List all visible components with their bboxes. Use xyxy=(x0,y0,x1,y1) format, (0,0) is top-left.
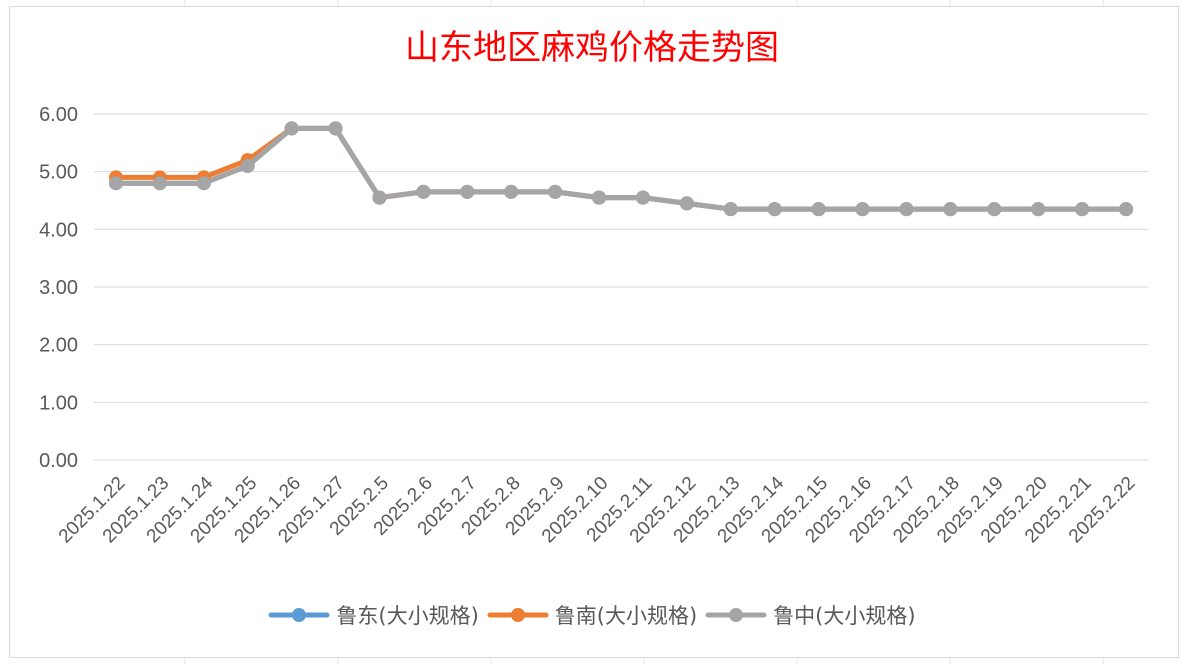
y-tick-label: 1.00 xyxy=(39,392,78,414)
y-tick-label: 5.00 xyxy=(39,162,78,184)
data-point[interactable] xyxy=(943,202,958,217)
data-point[interactable] xyxy=(372,190,387,205)
legend-label: 鲁东(大小规格) xyxy=(336,604,479,628)
series-3 xyxy=(108,121,1134,217)
data-point[interactable] xyxy=(1075,202,1090,217)
series-1 xyxy=(108,121,1134,217)
data-point[interactable] xyxy=(987,202,1002,217)
data-point[interactable] xyxy=(328,121,343,136)
series-line xyxy=(113,125,1129,212)
legend-swatch xyxy=(487,608,549,622)
data-point[interactable] xyxy=(416,184,431,199)
legend-item[interactable]: 鲁南(大小规格) xyxy=(487,600,697,630)
data-point[interactable] xyxy=(548,184,563,199)
legend-swatch xyxy=(705,608,767,622)
y-tick-label: 3.00 xyxy=(39,277,78,299)
data-point[interactable] xyxy=(284,121,299,136)
legend-item[interactable]: 鲁中(大小规格) xyxy=(705,600,916,630)
data-point[interactable] xyxy=(592,190,607,205)
data-point[interactable] xyxy=(855,202,870,217)
legend-label: 鲁南(大小规格) xyxy=(554,604,698,628)
data-point[interactable] xyxy=(240,158,255,173)
data-point[interactable] xyxy=(899,202,914,217)
y-tick-label: 0.00 xyxy=(39,450,78,472)
data-point[interactable] xyxy=(196,176,211,191)
data-point[interactable] xyxy=(1119,202,1134,217)
data-point[interactable] xyxy=(460,184,475,199)
data-point[interactable] xyxy=(635,190,650,205)
y-tick-label: 2.00 xyxy=(39,335,78,357)
y-tick-label: 4.00 xyxy=(39,219,78,241)
y-tick-label: 6.00 xyxy=(39,104,78,126)
legend-swatch xyxy=(268,608,330,622)
data-point[interactable] xyxy=(723,202,738,217)
data-point[interactable] xyxy=(152,176,167,191)
legend-item[interactable]: 鲁东(大小规格) xyxy=(268,600,479,630)
legend-label: 鲁中(大小规格) xyxy=(773,604,916,628)
data-point[interactable] xyxy=(767,202,782,217)
data-point[interactable] xyxy=(1031,202,1046,217)
data-point[interactable] xyxy=(811,202,826,217)
chart-title: 山东地区麻鸡价格走势图 xyxy=(405,28,779,68)
chart-area[interactable] xyxy=(9,6,1179,658)
data-point[interactable] xyxy=(679,196,694,211)
data-point[interactable] xyxy=(504,184,519,199)
data-point[interactable] xyxy=(108,176,123,191)
chart-legend: 鲁东(大小规格) 鲁南(大小规格) 鲁中(大小规格) xyxy=(0,600,1184,630)
series-2 xyxy=(108,121,1134,217)
